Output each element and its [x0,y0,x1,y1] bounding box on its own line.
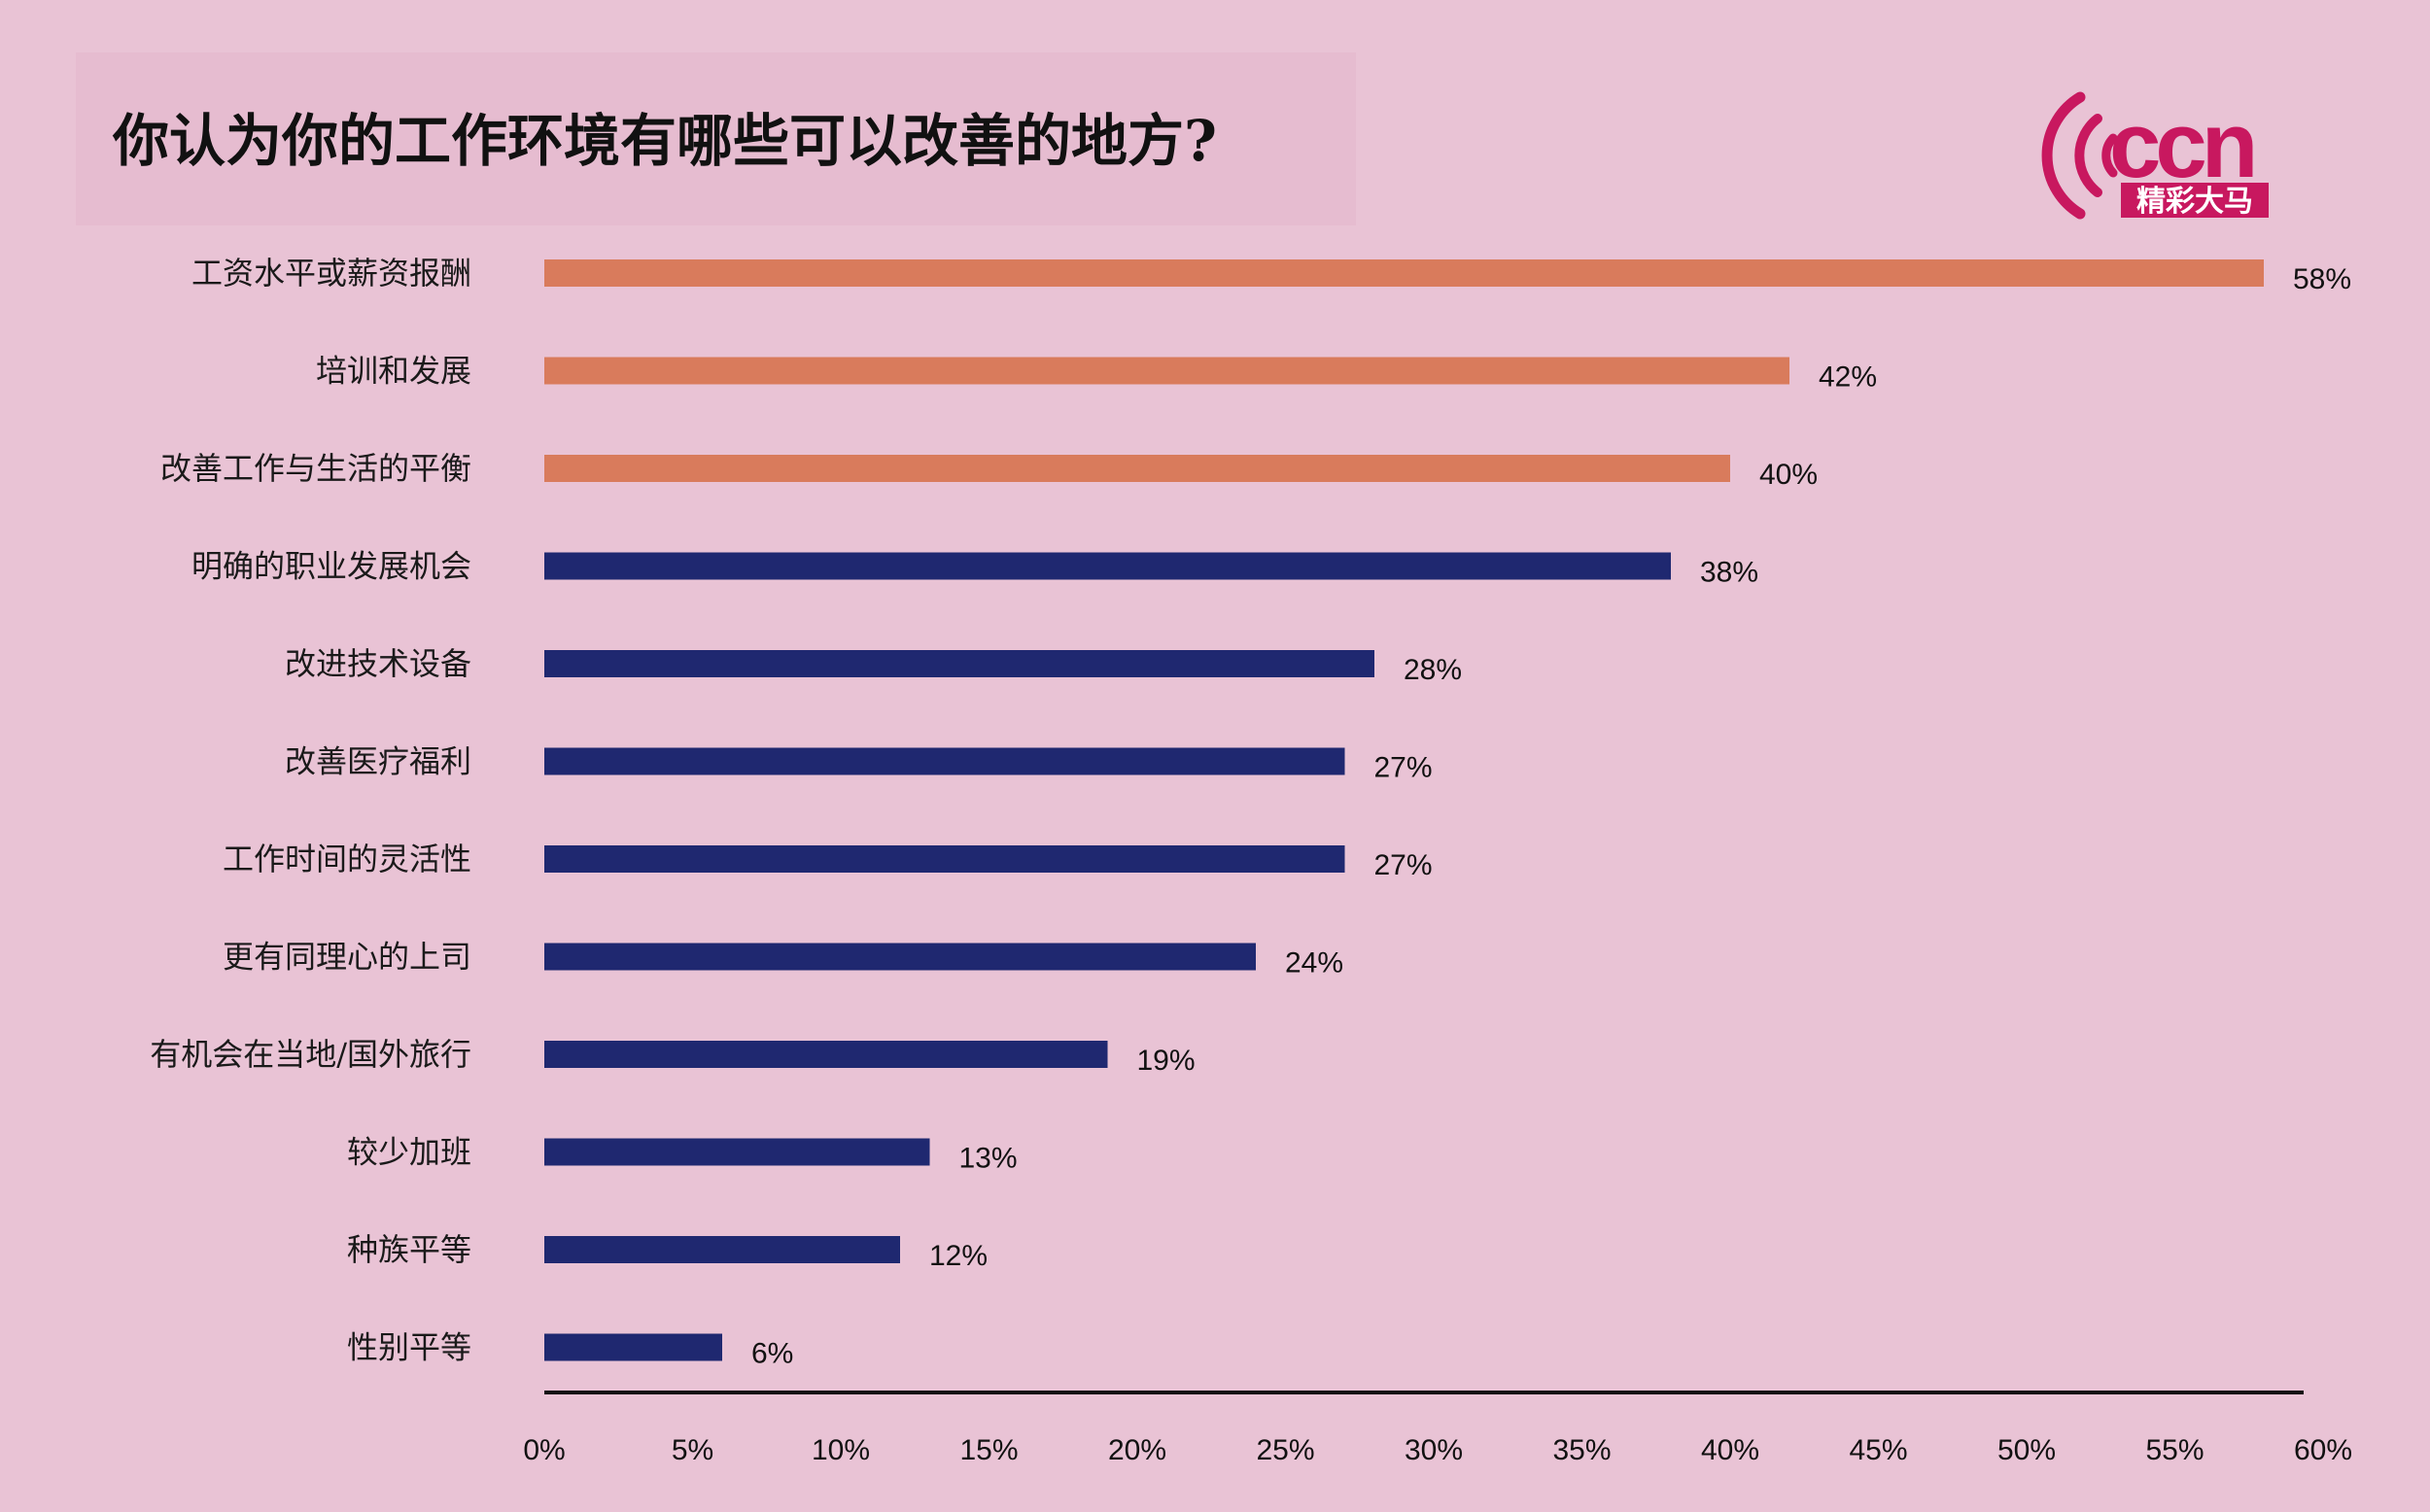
x-tick-label: 30% [1405,1434,1463,1466]
category-label: 工作时间的灵活性 [223,841,471,877]
value-label: 19% [1137,1045,1196,1077]
x-tick-label: 15% [959,1434,1018,1466]
x-tick-label: 50% [1997,1434,2056,1466]
bar [544,650,1374,677]
value-label: 40% [1759,459,1818,491]
bar [544,552,1671,580]
category-label: 改善工作与生活的平衡 [160,450,471,487]
category-label: 较少加班 [347,1134,471,1171]
category-label: 性别平等 [347,1329,471,1366]
chart-title: 你认为你的工作环境有哪些可以改善的地方? [113,108,1217,174]
bar [544,1041,1108,1068]
bar [544,1138,930,1166]
x-tick-label: 55% [2145,1434,2204,1466]
x-tick-label: 20% [1108,1434,1166,1466]
value-label: 27% [1374,752,1433,784]
x-tick-label: 45% [1849,1434,1907,1466]
x-tick-label: 60% [2294,1434,2352,1466]
bar [544,845,1345,873]
value-label: 12% [929,1240,988,1272]
title-panel: 你认为你的工作环境有哪些可以改善的地方? [76,52,1356,225]
value-label: 42% [1819,361,1877,394]
bar [544,1236,900,1263]
value-label: 13% [959,1143,1018,1175]
x-tick-label: 10% [812,1434,870,1466]
value-label: 38% [1700,557,1758,589]
ccn-logo: ccn 精彩大马 [2041,91,2269,220]
bar [544,943,1256,971]
category-label: 有机会在当地/国外旅行 [150,1036,471,1073]
value-label: 58% [2293,263,2351,295]
logo-text: ccn [2109,93,2253,197]
category-label: 种族平等 [347,1231,471,1268]
value-label: 27% [1374,849,1433,881]
category-label: 改进技术设备 [285,645,471,682]
x-tick-label: 35% [1552,1434,1611,1466]
bar [544,455,1730,482]
x-tick-label: 0% [523,1434,565,1466]
x-tick-label: 40% [1701,1434,1759,1466]
value-label: 6% [751,1338,793,1370]
logo-subtitle: 精彩大马 [2136,185,2253,219]
category-label: 工资水平或薪资报酬 [191,255,471,292]
x-tick-label: 5% [672,1434,713,1466]
category-label: 改善医疗福利 [285,743,471,780]
bar [544,1333,722,1361]
value-label: 24% [1285,947,1343,979]
category-label: 培训和发展 [316,353,471,390]
category-label: 更有同理心的上司 [223,939,471,976]
x-tick-label: 25% [1256,1434,1314,1466]
value-label: 28% [1404,654,1462,686]
bar [544,259,2264,287]
bar [544,747,1345,775]
bar [544,357,1789,385]
category-label: 明确的职业发展机会 [191,548,471,585]
